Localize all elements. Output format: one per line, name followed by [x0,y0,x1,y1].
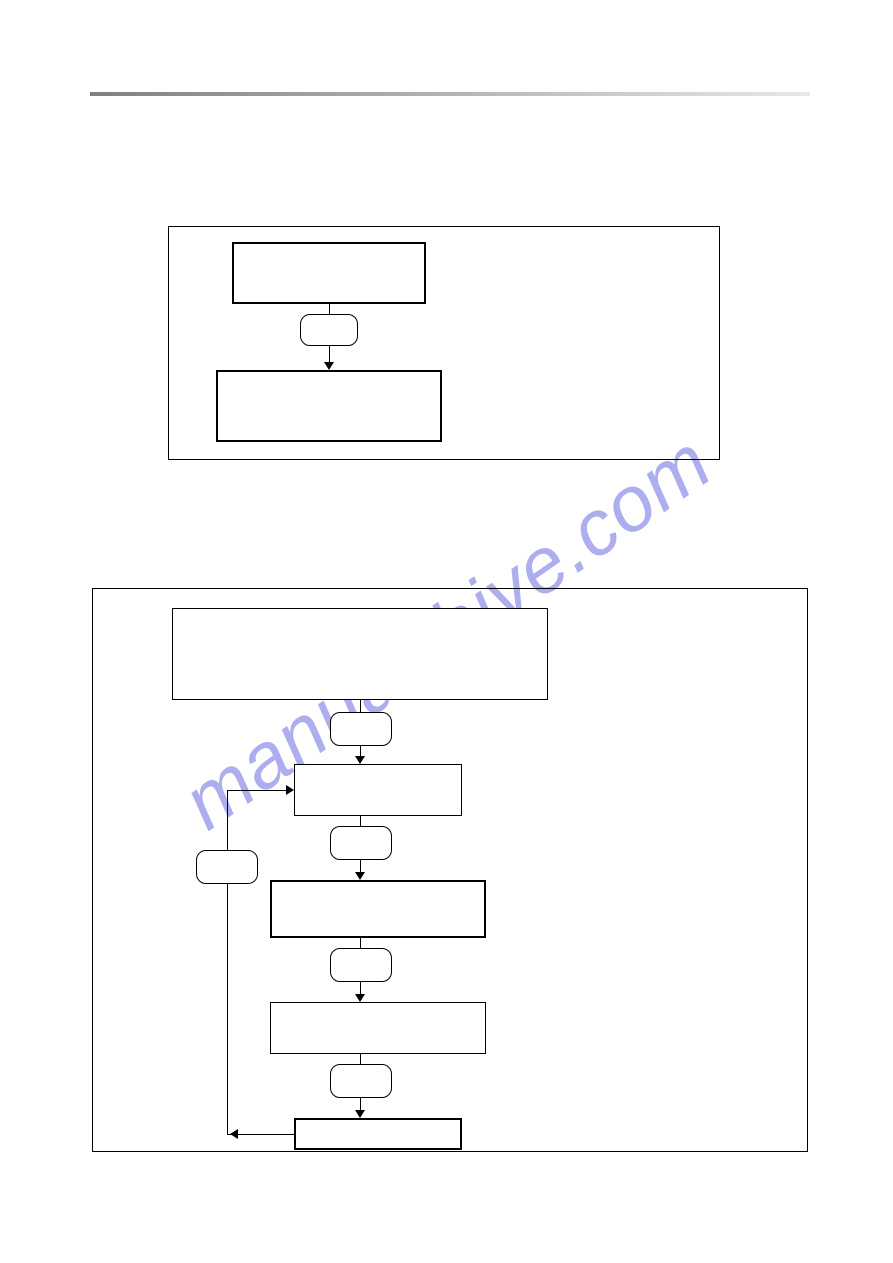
diagram-b-loop-v1 [227,884,228,1134]
diagram-b-conn-3a [360,938,361,948]
diagram-b-node-5 [294,1118,462,1150]
arrow-left-icon [230,1129,238,1139]
arrow-down-icon [324,362,334,370]
diagram-a-conn-1 [329,304,330,314]
diagram-b-pill-loop [196,850,258,884]
header-rule [90,92,810,96]
arrow-down-icon [355,1110,365,1118]
diagram-b-node-1 [172,608,548,700]
diagram-b-loop-h2 [227,790,288,791]
diagram-b-pill-4 [330,1064,392,1098]
diagram-b-pill-3 [330,948,392,982]
diagram-b-loop-v2 [227,790,228,850]
diagram-b-node-4 [270,1002,486,1054]
arrow-down-icon [355,756,365,764]
diagram-b-node-2 [294,764,462,816]
diagram-a-node-2 [216,370,442,442]
diagram-b-conn-1a [360,700,361,712]
diagram-b-node-3 [270,880,486,938]
diagram-a-pill-1 [300,314,358,346]
diagram-b-pill-1 [330,712,392,746]
page: manualshive.com [0,0,893,1263]
arrow-down-icon [355,994,365,1002]
arrow-right-icon [286,785,294,795]
diagram-a-node-1 [232,242,426,304]
diagram-b-conn-2a [360,816,361,826]
diagram-b-conn-4a [360,1054,361,1064]
diagram-b-pill-2 [330,826,392,860]
arrow-down-icon [355,872,365,880]
